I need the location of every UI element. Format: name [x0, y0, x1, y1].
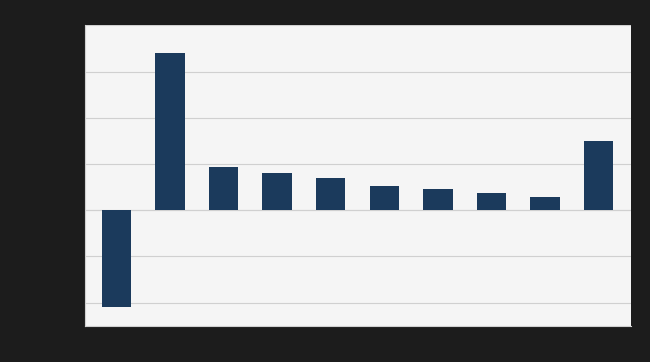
Bar — [209, 168, 239, 210]
Bar — [155, 53, 185, 210]
Bar — [584, 141, 613, 210]
Bar — [530, 197, 560, 210]
Bar — [370, 186, 399, 210]
Bar — [102, 210, 131, 307]
Bar — [476, 193, 506, 210]
Bar — [423, 189, 452, 210]
Bar — [263, 173, 292, 210]
Bar — [316, 178, 345, 210]
